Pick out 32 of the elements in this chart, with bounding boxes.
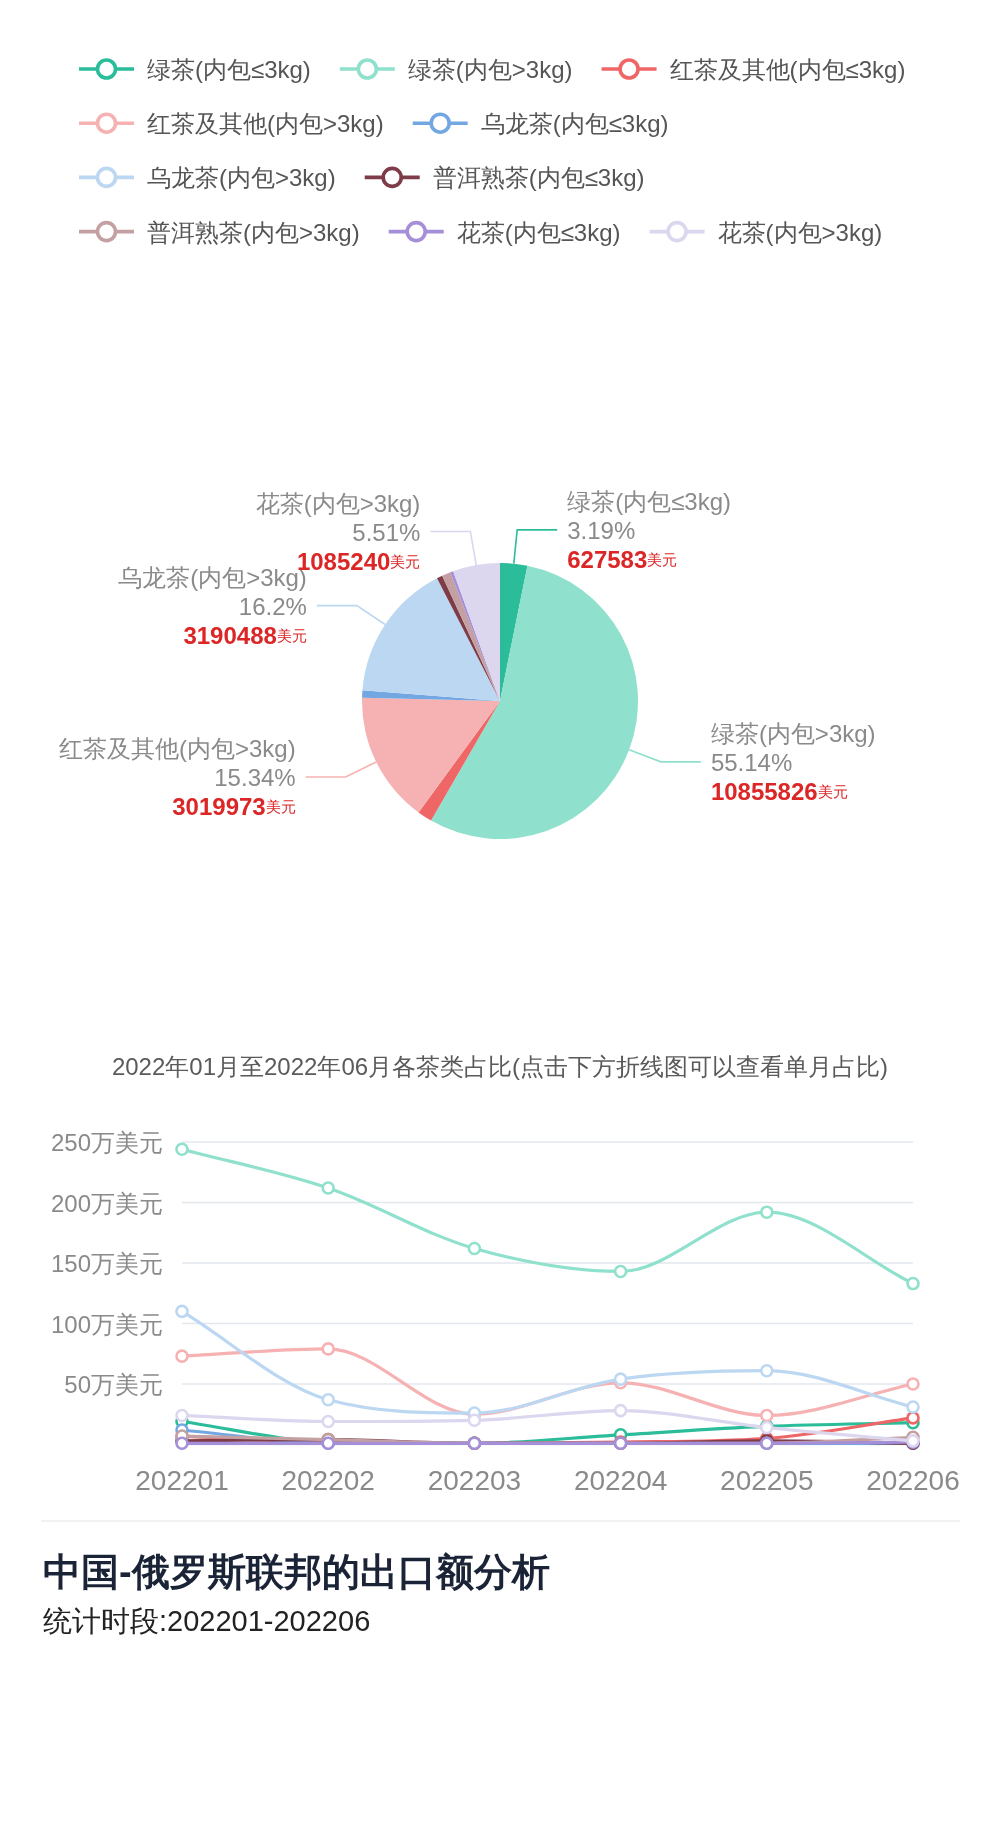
- x-tick-label: 202203: [427, 1464, 522, 1496]
- legend-label: 红茶及其他(内包>3kg): [147, 109, 384, 137]
- slice-label: 绿茶(内包≤3kg): [567, 487, 732, 515]
- y-tick-label: 50万美元: [64, 1370, 163, 1398]
- legend-label: 花茶(内包>3kg): [717, 218, 883, 246]
- x-tick-label: 202202: [281, 1464, 375, 1496]
- legend-label: 普洱熟茶(内包≤3kg): [432, 163, 645, 191]
- legend-label: 普洱熟茶(内包>3kg): [147, 218, 360, 246]
- x-tick-label: 202205: [720, 1464, 814, 1496]
- text: 中国-俄罗斯联邦的出口额分析: [43, 1551, 550, 1593]
- y-tick-label: 200万美元: [50, 1189, 163, 1216]
- y-tick-label: 150万美元: [50, 1249, 163, 1277]
- data-label: 15.34% 3019973美元: [172, 763, 296, 820]
- legend-label: 绿茶(内包≤3kg): [147, 55, 311, 83]
- legend-label: 绿茶(内包>3kg): [407, 55, 573, 83]
- y-tick-label: 250万美元: [50, 1128, 163, 1156]
- y-tick-label: 100万美元: [50, 1310, 163, 1337]
- text: 统计时段:202201-202206: [43, 1605, 371, 1637]
- data-label: 55.14% 10855826美元: [710, 748, 848, 805]
- legend-label: 乌龙茶(内包≤3kg): [480, 109, 669, 137]
- legend-label: 花茶(内包≤3kg): [456, 218, 621, 246]
- x-tick-label: 202201: [135, 1464, 229, 1496]
- slice-label: 花茶(内包>3kg): [255, 489, 421, 517]
- legend-label: 乌龙茶(内包>3kg): [147, 163, 336, 191]
- data-label: 3.19% 627583美元: [567, 516, 678, 573]
- text: 2022年01月至2022年06月各茶类占比(点击下方折线图可以查看单月占比): [111, 1052, 889, 1080]
- data-label: 16.2% 3190488美元: [183, 592, 307, 649]
- x-tick-label: 202204: [573, 1464, 668, 1496]
- slice-label: 红茶及其他(内包>3kg): [58, 734, 296, 762]
- legend-label: 红茶及其他(内包≤3kg): [669, 55, 906, 83]
- slice-label: 绿茶(内包>3kg): [710, 719, 876, 747]
- x-tick-label: 202206: [866, 1464, 960, 1496]
